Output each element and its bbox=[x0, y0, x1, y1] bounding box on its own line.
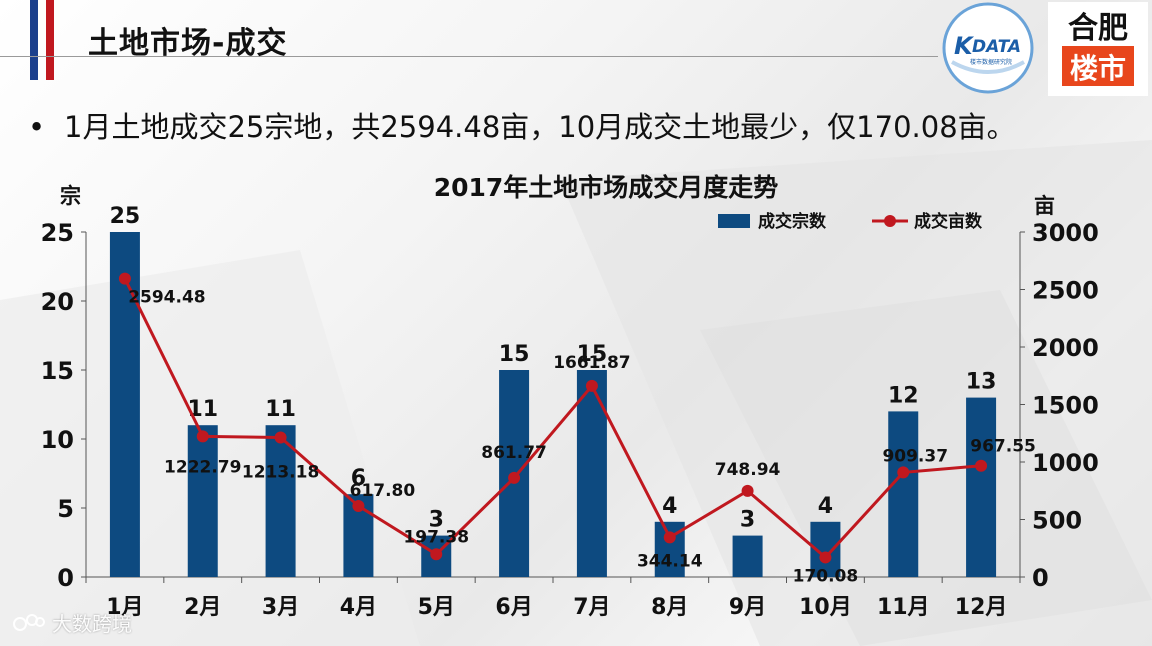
title-divider bbox=[0, 56, 938, 57]
x-tick-label: 4月 bbox=[340, 595, 377, 620]
x-tick-label: 9月 bbox=[729, 595, 766, 620]
bar-value-label: 12 bbox=[888, 383, 919, 408]
x-tick-label: 2月 bbox=[184, 595, 221, 620]
bar bbox=[265, 425, 296, 577]
x-tick-label: 12月 bbox=[955, 595, 1008, 620]
line-point-label: 344.14 bbox=[637, 551, 703, 571]
line-point-label: 909.37 bbox=[882, 446, 948, 466]
hefei-loushi-logo: 合肥 楼市 bbox=[1048, 2, 1148, 96]
bar-value-label: 3 bbox=[740, 508, 755, 533]
line-point bbox=[118, 272, 131, 285]
line-point-label: 1661.87 bbox=[553, 353, 630, 373]
summary-bullet: • 1月土地成交25宗地，共2594.48亩，10月成交土地最少，仅170.08亩… bbox=[28, 104, 1016, 146]
line-point bbox=[508, 471, 521, 484]
y-left-tick-label: 10 bbox=[41, 426, 74, 454]
y-right-tick-label: 3000 bbox=[1032, 219, 1099, 247]
y-right-tick-label: 1000 bbox=[1032, 449, 1099, 477]
line-point-label: 967.55 bbox=[970, 437, 1036, 457]
bar-value-label: 15 bbox=[577, 342, 608, 367]
line-point-label: 1222.79 bbox=[164, 457, 241, 477]
y-left-tick-label: 15 bbox=[41, 357, 74, 385]
accent-bar-red bbox=[46, 0, 54, 80]
bullet-dot: • bbox=[28, 110, 46, 144]
line-point bbox=[663, 531, 676, 544]
bar bbox=[576, 370, 607, 577]
line-point bbox=[819, 551, 832, 564]
bar-value-label: 25 bbox=[110, 204, 141, 229]
line-point-label: 617.80 bbox=[350, 481, 416, 501]
line-point bbox=[430, 548, 443, 561]
y-right-tick-label: 2500 bbox=[1032, 277, 1099, 305]
legend-bar-swatch bbox=[718, 214, 750, 228]
x-tick-label: 5月 bbox=[418, 595, 455, 620]
y-right-tick-label: 1500 bbox=[1032, 392, 1099, 420]
bar-value-label: 13 bbox=[966, 370, 997, 395]
bar bbox=[109, 232, 140, 577]
legend-bar-label: 成交宗数 bbox=[758, 211, 827, 232]
watermark-icon bbox=[13, 613, 45, 631]
line-point-label: 1213.18 bbox=[242, 462, 319, 482]
x-tick-label: 8月 bbox=[651, 595, 688, 620]
watermark-text: 大数跨境 bbox=[52, 612, 132, 636]
x-tick-label: 7月 bbox=[573, 595, 610, 620]
x-tick-label: 10月 bbox=[799, 595, 852, 620]
line-point-label: 170.08 bbox=[793, 566, 859, 586]
hefei-logo-bottom: 楼市 bbox=[1070, 52, 1126, 85]
bar-value-label: 4 bbox=[662, 494, 677, 519]
bar bbox=[732, 535, 763, 577]
line-point-label: 861.77 bbox=[481, 443, 547, 463]
y-right-label: 亩 bbox=[1034, 194, 1055, 218]
y-left-tick-label: 20 bbox=[41, 288, 74, 316]
y-left-tick-label: 25 bbox=[41, 219, 74, 247]
x-tick-label: 3月 bbox=[262, 595, 299, 620]
line-point bbox=[897, 466, 910, 479]
bar-value-label: 6 bbox=[351, 466, 366, 491]
kdata-logo: K DATA 楼市数据研究院 bbox=[942, 2, 1034, 94]
line-point-label: 197.38 bbox=[403, 527, 469, 547]
kdata-logo-text: DATA bbox=[972, 37, 1021, 57]
page-title: 土地市场-成交 bbox=[88, 26, 288, 61]
bar-value-label: 11 bbox=[187, 397, 218, 422]
y-right-tick-label: 2000 bbox=[1032, 334, 1099, 362]
bar-value-label: 15 bbox=[499, 342, 530, 367]
bar bbox=[966, 397, 997, 577]
y-left-tick-label: 0 bbox=[57, 564, 74, 592]
bar bbox=[888, 411, 919, 577]
bar-value-label: 4 bbox=[818, 494, 833, 519]
line-point bbox=[196, 430, 209, 443]
line-point-label: 2594.48 bbox=[128, 288, 205, 308]
y-left-label: 宗 bbox=[60, 184, 81, 208]
chart-title: 2017年土地市场成交月度走势 bbox=[434, 173, 779, 202]
accent-bar-blue bbox=[30, 0, 38, 80]
y-left-tick-label: 5 bbox=[57, 495, 74, 523]
y-right-tick-label: 500 bbox=[1032, 507, 1082, 535]
x-tick-label: 1月 bbox=[106, 595, 143, 620]
bar-value-label: 3 bbox=[429, 508, 444, 533]
x-tick-label: 6月 bbox=[495, 595, 532, 620]
line-point bbox=[352, 499, 365, 512]
line-point bbox=[975, 459, 988, 472]
y-right-tick-label: 0 bbox=[1032, 564, 1049, 592]
legend-line-marker bbox=[884, 215, 896, 227]
watermark: 大数跨境 bbox=[12, 608, 132, 637]
line-point bbox=[274, 431, 287, 444]
line-series bbox=[123, 277, 982, 560]
kdata-logo-subtitle: 楼市数据研究院 bbox=[970, 58, 1012, 66]
bar-value-label: 11 bbox=[265, 397, 296, 422]
line-point bbox=[585, 379, 598, 392]
summary-text: 1月土地成交25宗地，共2594.48亩，10月成交土地最少，仅170.08亩。 bbox=[64, 110, 1016, 144]
legend-line-label: 成交亩数 bbox=[914, 211, 983, 232]
bar bbox=[187, 425, 218, 577]
line-point bbox=[741, 484, 754, 497]
line-point-label: 748.94 bbox=[715, 460, 781, 480]
kdata-logo-mark: K bbox=[954, 32, 975, 60]
hefei-logo-top: 合肥 bbox=[1068, 11, 1128, 46]
x-tick-label: 11月 bbox=[877, 595, 930, 620]
